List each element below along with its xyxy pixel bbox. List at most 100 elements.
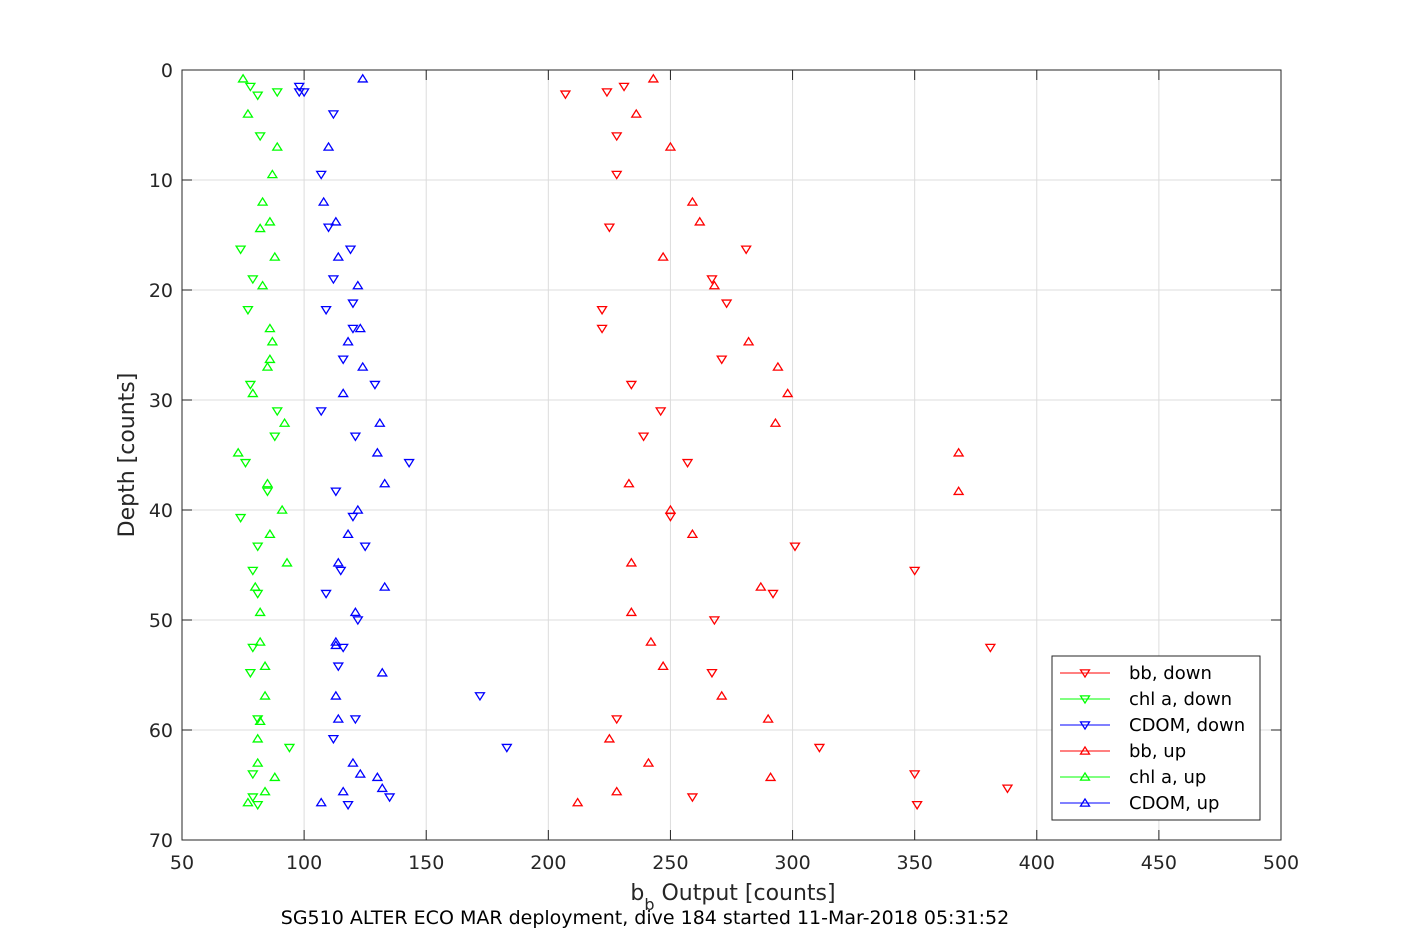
data-point <box>242 305 254 316</box>
data-point <box>349 715 362 725</box>
data-point <box>281 557 293 567</box>
data-point <box>474 692 486 702</box>
data-point <box>252 801 264 811</box>
data-point <box>269 251 281 261</box>
data-point <box>952 486 965 496</box>
data-point <box>357 361 369 371</box>
data-point <box>261 487 274 497</box>
data-point <box>327 735 340 745</box>
data-point <box>264 354 276 364</box>
series-1 <box>234 82 296 811</box>
data-point <box>244 82 257 92</box>
data-point <box>657 251 669 261</box>
legend-marker <box>1079 695 1091 705</box>
legend-label: chl a, up <box>1129 767 1206 788</box>
data-point <box>283 743 296 753</box>
x-tick-label: 500 <box>1263 852 1299 874</box>
data-point <box>330 636 342 646</box>
data-point <box>254 636 266 646</box>
data-point <box>269 772 281 782</box>
data-point <box>320 305 332 316</box>
data-point <box>337 643 349 653</box>
legend-marker <box>1079 669 1091 679</box>
legend-marker <box>1079 797 1091 807</box>
data-point <box>376 783 388 793</box>
data-point <box>559 90 572 100</box>
data-point <box>349 607 362 617</box>
data-point <box>278 417 291 427</box>
y-axis-label: Depth [counts] <box>115 373 140 538</box>
data-point <box>347 299 359 309</box>
data-point <box>596 324 608 334</box>
data-point <box>256 196 269 206</box>
series-5 <box>315 73 391 807</box>
data-point <box>320 589 332 599</box>
data-point <box>247 793 259 803</box>
data-point <box>706 669 718 679</box>
data-point <box>234 245 247 255</box>
x-tick-label: 450 <box>1141 852 1177 874</box>
data-point <box>357 73 369 83</box>
legend-label: CDOM, down <box>1129 715 1245 736</box>
data-point <box>371 447 384 457</box>
data-point <box>708 280 721 290</box>
data-point <box>706 275 718 285</box>
data-point <box>742 336 755 346</box>
data-point <box>232 447 244 457</box>
data-point <box>252 715 264 725</box>
data-point <box>247 275 259 285</box>
data-point <box>772 361 784 371</box>
data-point <box>239 458 252 468</box>
data-point <box>686 528 699 538</box>
data-point <box>379 581 391 591</box>
data-point <box>681 458 694 468</box>
legend-label: bb, down <box>1129 663 1212 684</box>
data-point <box>242 108 254 118</box>
data-point <box>354 323 366 333</box>
tick-marks <box>181 69 1282 841</box>
data-point <box>247 643 259 653</box>
data-point <box>611 170 623 180</box>
data-point <box>332 251 344 261</box>
data-point <box>276 504 288 514</box>
data-point <box>261 361 274 371</box>
y-tick-label: 20 <box>149 280 173 302</box>
data-point <box>349 432 362 442</box>
legend-entry: chl a, down <box>1060 689 1232 710</box>
data-point <box>330 640 342 650</box>
data-point <box>374 417 386 427</box>
y-tick-label: 10 <box>149 170 173 192</box>
data-point <box>686 196 699 206</box>
x-axis-label-main: b <box>630 881 644 906</box>
figure-caption: SG510 ALTER ECO MAR deployment, dive 184… <box>281 907 1009 929</box>
x-axis-label: bb Output [counts] <box>630 881 835 914</box>
data-point <box>642 757 655 767</box>
data-point <box>244 380 257 390</box>
data-point <box>315 797 327 807</box>
data-point <box>740 245 752 255</box>
data-point <box>330 690 342 700</box>
data-point <box>330 487 342 497</box>
data-point <box>625 607 638 617</box>
data-markers <box>232 73 1014 811</box>
data-point <box>501 743 513 753</box>
data-point <box>254 715 266 725</box>
y-tick-label: 60 <box>149 720 173 742</box>
data-point <box>655 407 667 417</box>
data-point <box>254 223 266 233</box>
data-point <box>601 88 613 98</box>
data-point <box>269 432 281 442</box>
axes-box <box>181 69 1282 841</box>
data-point <box>242 797 254 807</box>
data-point <box>252 757 264 767</box>
data-point <box>1001 784 1014 794</box>
legend-entry: chl a, up <box>1060 767 1206 788</box>
series-3 <box>571 73 965 807</box>
data-point <box>264 528 276 538</box>
data-point <box>247 388 259 398</box>
data-point <box>767 589 779 599</box>
data-point <box>293 88 305 98</box>
data-point <box>716 355 728 365</box>
data-point <box>259 660 271 670</box>
